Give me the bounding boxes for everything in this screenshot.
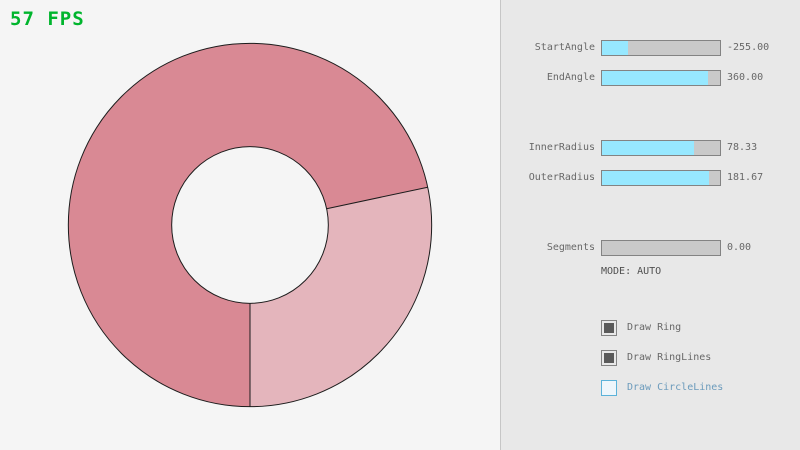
ring-chart <box>67 42 433 408</box>
startangle-label: StartAngle <box>534 42 595 53</box>
segments-slider[interactable] <box>601 240 721 256</box>
ring-sector-dark <box>68 43 428 407</box>
outerradius-value: 181.67 <box>727 172 764 183</box>
segments-value: 0.00 <box>727 242 752 253</box>
draw-ringlines-label: Draw RingLines <box>627 352 712 363</box>
startangle-slider[interactable] <box>601 40 721 56</box>
endangle-row: EndAngle 360.00 <box>501 70 800 86</box>
startangle-value: -255.00 <box>727 42 770 53</box>
draw-ringlines-checkbox[interactable] <box>601 350 617 366</box>
fps-counter: 57 FPS <box>10 8 85 30</box>
draw-ring-label: Draw Ring <box>627 322 682 333</box>
outerradius-slider-fill <box>602 171 710 185</box>
endangle-slider[interactable] <box>601 70 721 86</box>
innerradius-row: InnerRadius 78.33 <box>501 140 800 156</box>
outerradius-label: OuterRadius <box>528 172 595 183</box>
endangle-value: 360.00 <box>727 72 764 83</box>
outerradius-row: OuterRadius 181.67 <box>501 170 800 186</box>
checkbox-check-mark <box>604 323 614 333</box>
draw-circlelines-checkbox[interactable] <box>601 380 617 396</box>
checkbox-check-mark <box>604 353 614 363</box>
innerradius-slider-fill <box>602 141 695 155</box>
startangle-slider-fill <box>602 41 628 55</box>
outerradius-slider[interactable] <box>601 170 721 186</box>
controls-panel: StartAngle -255.00 EndAngle 360.00 Inner… <box>500 0 800 450</box>
innerradius-slider[interactable] <box>601 140 721 156</box>
draw-circlelines-label: Draw CircleLines <box>627 382 724 393</box>
innerradius-label: InnerRadius <box>528 142 595 153</box>
mode-label: MODE: AUTO <box>601 266 662 277</box>
draw-ring-checkbox[interactable] <box>601 320 617 336</box>
endangle-slider-fill <box>602 71 709 85</box>
ring-outline-inner <box>171 146 329 304</box>
innerradius-value: 78.33 <box>727 142 758 153</box>
checkbox-check-mark <box>604 383 614 393</box>
endangle-label: EndAngle <box>546 72 595 83</box>
segments-row: Segments 0.00 <box>501 240 800 256</box>
startangle-row: StartAngle -255.00 <box>501 40 800 56</box>
ring-edge-line-right <box>326 186 428 210</box>
ring-sector-light <box>250 187 432 407</box>
segments-label: Segments <box>546 242 595 253</box>
